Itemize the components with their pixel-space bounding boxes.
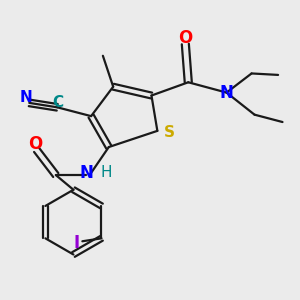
- Text: N: N: [20, 90, 33, 105]
- Text: S: S: [164, 125, 175, 140]
- Text: I: I: [74, 234, 80, 252]
- Text: O: O: [28, 134, 42, 152]
- Text: O: O: [178, 28, 193, 46]
- Text: C: C: [52, 94, 63, 110]
- Text: N: N: [79, 164, 93, 182]
- Text: H: H: [100, 165, 112, 180]
- Text: N: N: [220, 84, 233, 102]
